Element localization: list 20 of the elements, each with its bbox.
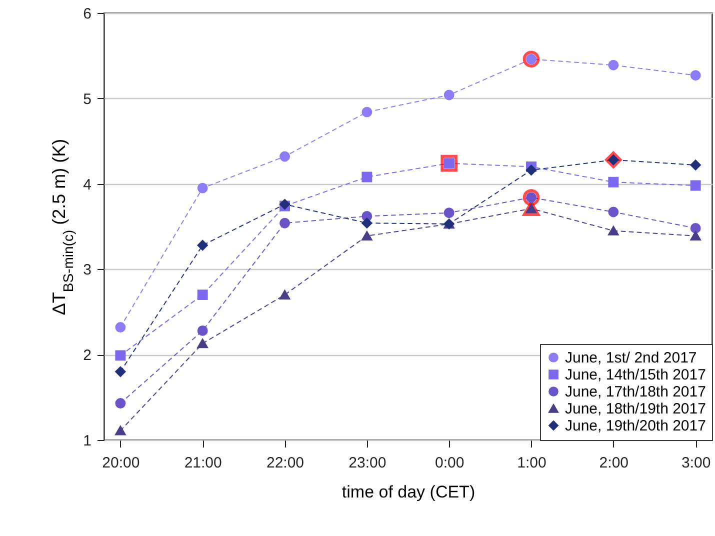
x-tick-label: 3:00	[681, 454, 711, 472]
y-tick-label: 5	[83, 90, 92, 108]
legend-label: June, 19th/20th 2017	[565, 418, 706, 434]
y-tick-label: 1	[83, 432, 92, 450]
legend-label: June, 18th/19th 2017	[565, 400, 706, 418]
legend-label: June, 1st/ 2nd 2017	[565, 350, 697, 366]
y-tick-label: 6	[83, 6, 92, 22]
x-tick-label: 2:00	[599, 454, 629, 472]
y-tick-label: 4	[83, 176, 92, 194]
legend-label: June, 17th/18th 2017	[565, 384, 706, 400]
x-tick-label: 0:00	[434, 454, 464, 472]
x-tick-label: 20:00	[102, 454, 140, 472]
y-tick-label: 2	[83, 347, 92, 364]
x-tick-label: 1:00	[517, 454, 546, 472]
x-tick-label: 23:00	[348, 454, 386, 472]
legend-label: June, 14th/15th 2017	[565, 366, 706, 384]
x-tick-label: 22:00	[266, 454, 304, 472]
x-tick-label: 21:00	[184, 454, 222, 472]
y-tick-label: 3	[83, 262, 92, 279]
x-axis-title: time of day (CET)	[342, 482, 476, 502]
